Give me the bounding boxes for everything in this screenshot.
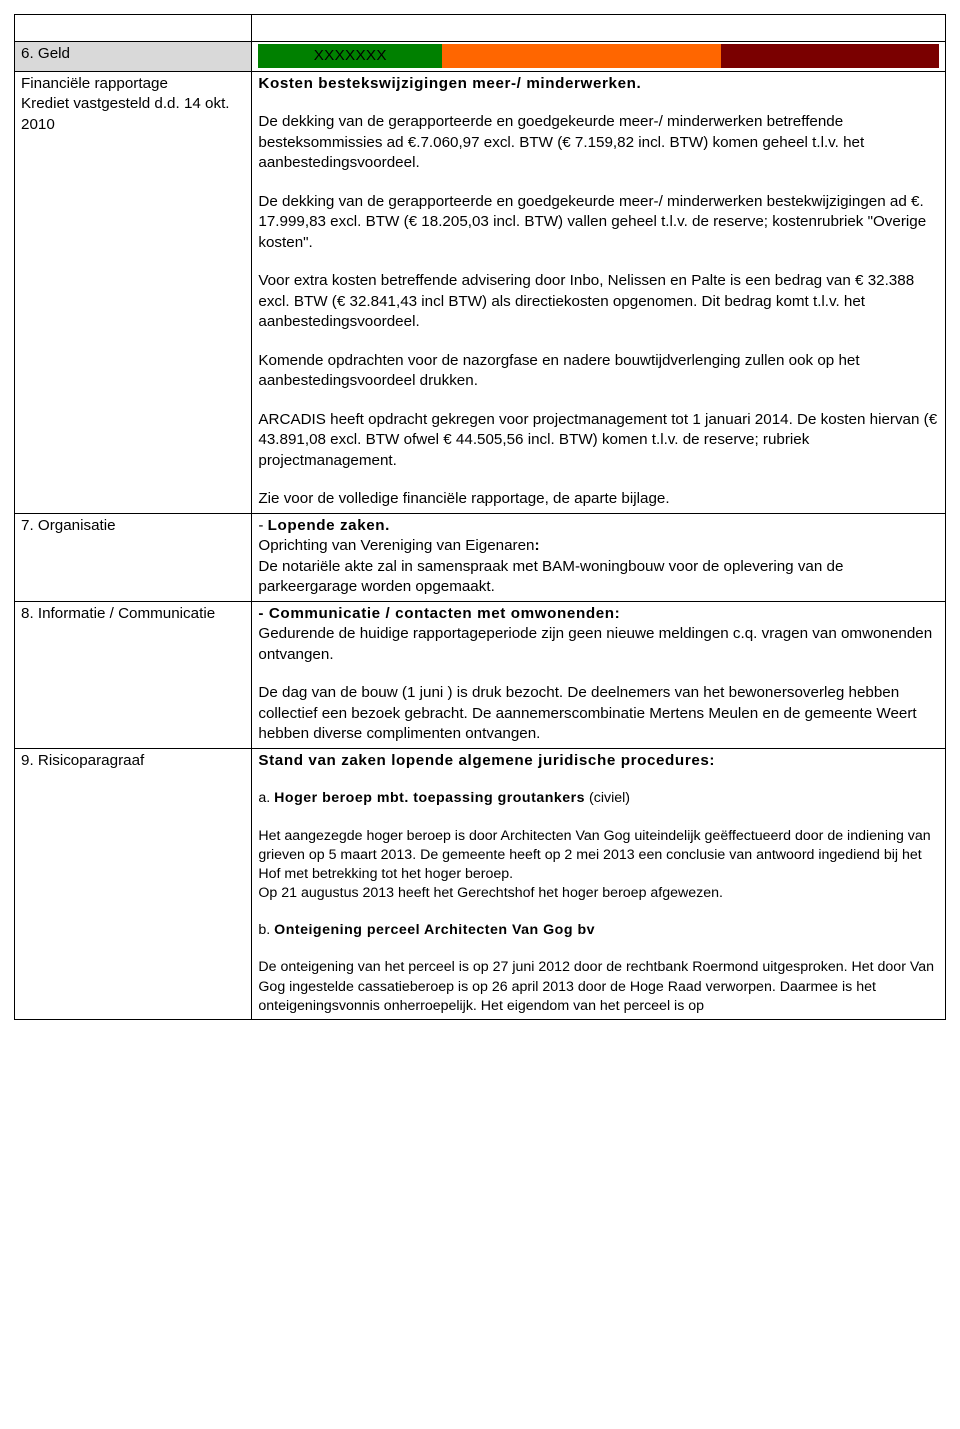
r9-b-prefix: b. xyxy=(258,922,274,938)
fin-p3: Voor extra kosten betreffende advisering… xyxy=(258,271,939,333)
label-9-risk: 9. Risicoparagraaf xyxy=(21,752,144,769)
label-7-org: 7. Organisatie xyxy=(21,517,116,534)
r7-line1: - Lopende zaken. xyxy=(258,516,939,537)
r9-title: Stand van zaken lopende algemene juridis… xyxy=(258,751,939,772)
r9-a-p1: Het aangezegde hoger beroep is door Arch… xyxy=(258,827,939,885)
fin-left-line1: Financiële rapportage xyxy=(21,74,245,95)
r9-b-head: b. Onteigening perceel Architecten Van G… xyxy=(258,921,939,940)
r9-a-p2: Op 21 augustus 2013 heeft het Gerechtsho… xyxy=(258,884,939,903)
row-financiele: Financiële rapportage Krediet vastgestel… xyxy=(15,71,946,513)
fin-p1: De dekking van de gerapporteerde en goed… xyxy=(258,112,939,174)
row-blank xyxy=(15,15,946,42)
fin-p6: Zie voor de volledige financiële rapport… xyxy=(258,489,939,510)
r7-line2: Oprichting van Vereniging van Eigenaren: xyxy=(258,536,939,557)
row-7-organisatie: 7. Organisatie - Lopende zaken. Oprichti… xyxy=(15,513,946,601)
label-8-info: 8. Informatie / Communicatie xyxy=(21,605,215,622)
status-darkred xyxy=(721,44,939,68)
r9-a-head: a. Hoger beroep mbt. toepassing groutank… xyxy=(258,789,939,808)
cell-9-right: Stand van zaken lopende algemene juridis… xyxy=(252,748,946,1019)
cell-6-status: XXXXXXX xyxy=(252,41,946,71)
label-6-geld: 6. Geld xyxy=(21,45,70,62)
r8-bold: - Communicatie / contacten met omwonende… xyxy=(258,604,939,625)
cell-7-right: - Lopende zaken. Oprichting van Verenigi… xyxy=(252,513,946,601)
status-green: XXXXXXX xyxy=(258,44,442,68)
r9-a-suffix: (civiel) xyxy=(585,790,630,806)
r9-b-bold: Onteigening perceel Architecten Van Gog … xyxy=(274,922,595,938)
status-bar: XXXXXXX xyxy=(258,44,939,68)
r9-a-bold: Hoger beroep mbt. toepassing groutankers xyxy=(274,790,585,806)
r9-a-prefix: a. xyxy=(258,790,274,806)
fin-p5: ARCADIS heeft opdracht gekregen voor pro… xyxy=(258,410,939,472)
fin-p4: Komende opdrachten voor de nazorgfase en… xyxy=(258,351,939,392)
row-8-info: 8. Informatie / Communicatie - Communica… xyxy=(15,601,946,748)
cell-8-left: 8. Informatie / Communicatie xyxy=(15,601,252,748)
r7-line2a: Oprichting van Vereniging van Eigenaren xyxy=(258,537,534,554)
report-table: 6. Geld XXXXXXX Financiële rapportage Kr… xyxy=(14,14,946,1020)
cell-fin-right: Kosten bestekswijzigingen meer-/ minderw… xyxy=(252,71,946,513)
r7-bullet: - xyxy=(258,517,267,534)
cell-6-left: 6. Geld xyxy=(15,41,252,71)
r9-b-p1: De onteigening van het perceel is op 27 … xyxy=(258,958,939,1016)
status-orange xyxy=(442,44,721,68)
row-9-risico: 9. Risicoparagraaf Stand van zaken lopen… xyxy=(15,748,946,1019)
r8-p2: De dag van de bouw (1 juni ) is druk bez… xyxy=(258,683,939,745)
cell-8-right: - Communicatie / contacten met omwonende… xyxy=(252,601,946,748)
row-6-geld: 6. Geld XXXXXXX xyxy=(15,41,946,71)
fin-title: Kosten bestekswijzigingen meer-/ minderw… xyxy=(258,74,939,95)
fin-left-line2: Krediet vastgesteld d.d. 14 okt. 2010 xyxy=(21,94,245,135)
cell-blank-left xyxy=(15,15,252,42)
cell-blank-right xyxy=(252,15,946,42)
r7-line2b: : xyxy=(534,537,539,554)
cell-7-left: 7. Organisatie xyxy=(15,513,252,601)
fin-p2: De dekking van de gerapporteerde en goed… xyxy=(258,192,939,254)
cell-fin-left: Financiële rapportage Krediet vastgestel… xyxy=(15,71,252,513)
r7-bold: Lopende zaken. xyxy=(268,517,390,534)
cell-9-left: 9. Risicoparagraaf xyxy=(15,748,252,1019)
r8-p1: Gedurende de huidige rapportageperiode z… xyxy=(258,624,939,665)
r7-line3: De notariële akte zal in samenspraak met… xyxy=(258,557,939,598)
